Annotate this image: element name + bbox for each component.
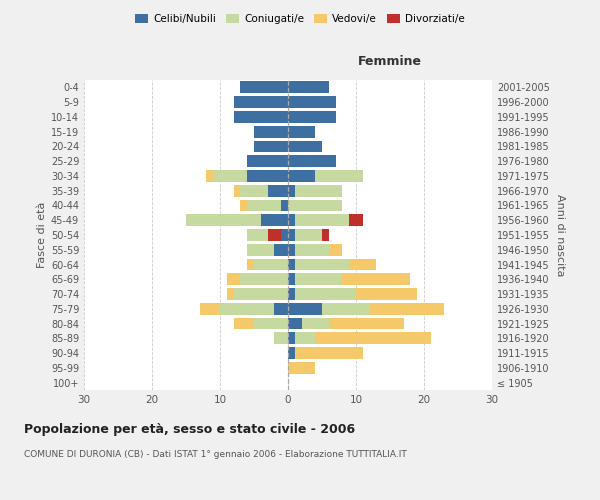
Bar — [288, 170, 315, 182]
Bar — [254, 318, 288, 330]
Bar — [315, 332, 431, 344]
Bar — [315, 170, 363, 182]
Bar — [274, 303, 288, 314]
Bar — [295, 185, 343, 196]
Bar — [288, 82, 329, 94]
Bar — [295, 347, 363, 359]
Text: COMUNE DI DURONIA (CB) - Dati ISTAT 1° gennaio 2006 - Elaborazione TUTTITALIA.IT: COMUNE DI DURONIA (CB) - Dati ISTAT 1° g… — [24, 450, 407, 459]
Bar — [288, 318, 302, 330]
Bar — [241, 200, 247, 211]
Bar — [295, 288, 356, 300]
Bar — [288, 214, 295, 226]
Bar — [247, 229, 281, 241]
Bar — [247, 156, 288, 167]
Bar — [288, 229, 295, 241]
Bar — [288, 303, 322, 314]
Bar — [274, 332, 288, 344]
Bar — [274, 244, 288, 256]
Bar — [349, 214, 363, 226]
Bar — [288, 126, 315, 138]
Bar — [241, 185, 268, 196]
Bar — [288, 362, 315, 374]
Bar — [200, 303, 220, 314]
Bar — [213, 170, 247, 182]
Bar — [288, 288, 295, 300]
Bar — [349, 258, 376, 270]
Bar — [288, 96, 335, 108]
Bar — [288, 200, 343, 211]
Bar — [227, 274, 241, 285]
Bar — [233, 288, 288, 300]
Bar — [247, 258, 254, 270]
Bar — [233, 96, 288, 108]
Bar — [241, 274, 288, 285]
Bar — [295, 214, 349, 226]
Bar — [233, 185, 241, 196]
Bar — [227, 288, 233, 300]
Bar — [261, 214, 288, 226]
Bar — [329, 244, 343, 256]
Bar — [254, 140, 288, 152]
Bar — [241, 82, 288, 94]
Bar — [343, 274, 410, 285]
Bar — [247, 200, 281, 211]
Bar — [288, 274, 295, 285]
Bar — [281, 200, 288, 211]
Bar — [295, 332, 315, 344]
Bar — [288, 156, 335, 167]
Bar — [254, 258, 288, 270]
Bar — [295, 258, 349, 270]
Bar — [356, 288, 417, 300]
Bar — [186, 214, 261, 226]
Bar — [295, 244, 329, 256]
Bar — [268, 229, 281, 241]
Bar — [370, 303, 445, 314]
Bar — [281, 229, 288, 241]
Legend: Celibi/Nubili, Coniugati/e, Vedovi/e, Divorziati/e: Celibi/Nubili, Coniugati/e, Vedovi/e, Di… — [131, 10, 469, 29]
Bar — [220, 303, 274, 314]
Text: Femmine: Femmine — [358, 54, 422, 68]
Bar — [233, 111, 288, 123]
Bar — [288, 258, 295, 270]
Y-axis label: Fasce di età: Fasce di età — [37, 202, 47, 268]
Bar — [288, 111, 335, 123]
Bar — [329, 318, 404, 330]
Bar — [288, 140, 322, 152]
Bar — [288, 332, 295, 344]
Bar — [254, 126, 288, 138]
Bar — [322, 303, 370, 314]
Y-axis label: Anni di nascita: Anni di nascita — [555, 194, 565, 276]
Bar — [295, 229, 322, 241]
Bar — [322, 229, 329, 241]
Bar — [288, 185, 295, 196]
Bar — [247, 244, 274, 256]
Bar — [233, 318, 254, 330]
Bar — [247, 170, 288, 182]
Bar — [288, 244, 295, 256]
Bar — [302, 318, 329, 330]
Bar — [295, 274, 343, 285]
Bar — [206, 170, 213, 182]
Bar — [288, 347, 295, 359]
Bar — [268, 185, 288, 196]
Text: Popolazione per età, sesso e stato civile - 2006: Popolazione per età, sesso e stato civil… — [24, 422, 355, 436]
